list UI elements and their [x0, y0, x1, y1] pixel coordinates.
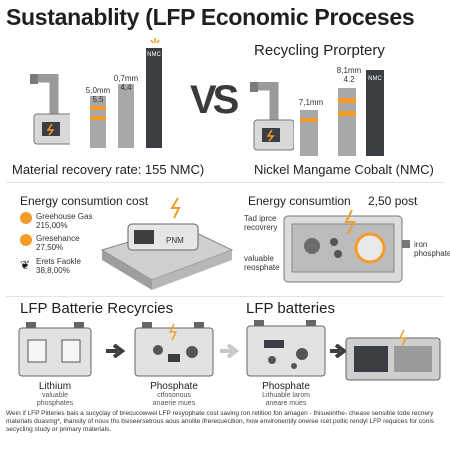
- step-label-3: Phosphate: [262, 381, 310, 392]
- battery-cell-icon: [246, 320, 326, 377]
- arrow-right-icon: [330, 344, 348, 358]
- bar-gray-mid: [118, 84, 134, 148]
- callout-right: iron phosphate: [414, 240, 450, 258]
- bar-nmc-label: NMC: [368, 76, 382, 82]
- divider: [6, 182, 444, 183]
- bar-label-1: 7,1mm: [298, 98, 324, 107]
- bar-nmc: [366, 70, 384, 156]
- footer-note: Wein if LFP Pitteries bais a sucyclay of…: [6, 410, 435, 433]
- step-sub-1: valuable phosphates: [36, 392, 74, 407]
- arrow-right-icon: [220, 344, 240, 358]
- legend-dot-2: [20, 234, 32, 246]
- energy-right-heading: Energy consumtion: [248, 194, 351, 208]
- bar-gray-short: [300, 110, 318, 156]
- leaf-icon: ❦: [20, 258, 31, 272]
- page-title: Sustanablity (LFP Economic Proceses: [6, 4, 415, 30]
- bar-gray-short: [90, 96, 106, 148]
- energy-legend: Greehouse Gas 215,00% Gresehance 27,50% …: [20, 212, 120, 282]
- arrow-right-icon: [106, 344, 126, 358]
- battery-pack-icon: [345, 330, 441, 381]
- step-sub-2: ctfosonous anaerie mues: [152, 392, 196, 407]
- bar-nmc-label: NMC: [147, 52, 161, 58]
- energy-right-value: 2,50 post: [368, 194, 418, 208]
- bar-label-1: 5,0mm 5,5: [85, 86, 111, 104]
- divider: [6, 296, 444, 297]
- legend-label-3: Erets Faokle: [36, 257, 81, 266]
- battery-device-illustration: [100, 197, 234, 290]
- device-label: PNM: [166, 236, 184, 245]
- step-sub-3: Lithuable larom aneare mues: [262, 392, 310, 407]
- bar-label-2: 0,7mm 4,4: [113, 74, 139, 92]
- process-left-heading: LFP Batterie Recyrcies: [20, 300, 174, 317]
- battery-cell-icon: [18, 322, 92, 377]
- spark-icon: [150, 38, 160, 44]
- legend-dot-1: [20, 212, 32, 224]
- pipe-icon: [30, 74, 70, 145]
- legend-label-1: Greehouse Gas: [36, 212, 93, 221]
- legend-label-2: Gresehance: [36, 234, 80, 243]
- right-recovery-panel: NMC 7,1mm 8,1mm 4.2: [250, 60, 400, 156]
- bar-gray-mid: [338, 88, 356, 156]
- legend-value-3: 38,8,00%: [36, 266, 70, 275]
- process-right-heading: LFP batteries: [246, 300, 335, 317]
- recycling-machine-illustration: [283, 210, 410, 283]
- legend-value-2: 27,50%: [36, 243, 64, 252]
- pipe-icon: [250, 82, 294, 151]
- bar-chart-left: NMC: [90, 44, 170, 148]
- callout-bottom: valuable reosphate: [244, 254, 280, 272]
- step-label-2: Phosphate: [150, 381, 198, 392]
- right-caption: Nickel Mangame Cobalt (NMC): [254, 162, 434, 177]
- battery-cell-icon: [134, 322, 214, 377]
- vs-label: VS: [190, 78, 239, 122]
- legend-value-1: 215,00%: [36, 221, 68, 230]
- bar-chart-right: NMC: [300, 64, 390, 156]
- bar-nmc: [146, 48, 162, 148]
- callout-top: Tad iprce recovrery: [244, 214, 278, 232]
- energy-left-heading: Energy consumtion cost: [20, 194, 149, 208]
- step-label-1: Lithium: [38, 381, 72, 392]
- right-heading: Recycling Prorptery: [254, 42, 385, 59]
- left-caption: Material recovery rate: 155 NMC): [12, 162, 205, 177]
- bar-label-2: 8,1mm 4.2: [336, 66, 362, 84]
- left-recovery-panel: NMC 5,0mm 5,5 0,7mm 4,4: [30, 34, 180, 154]
